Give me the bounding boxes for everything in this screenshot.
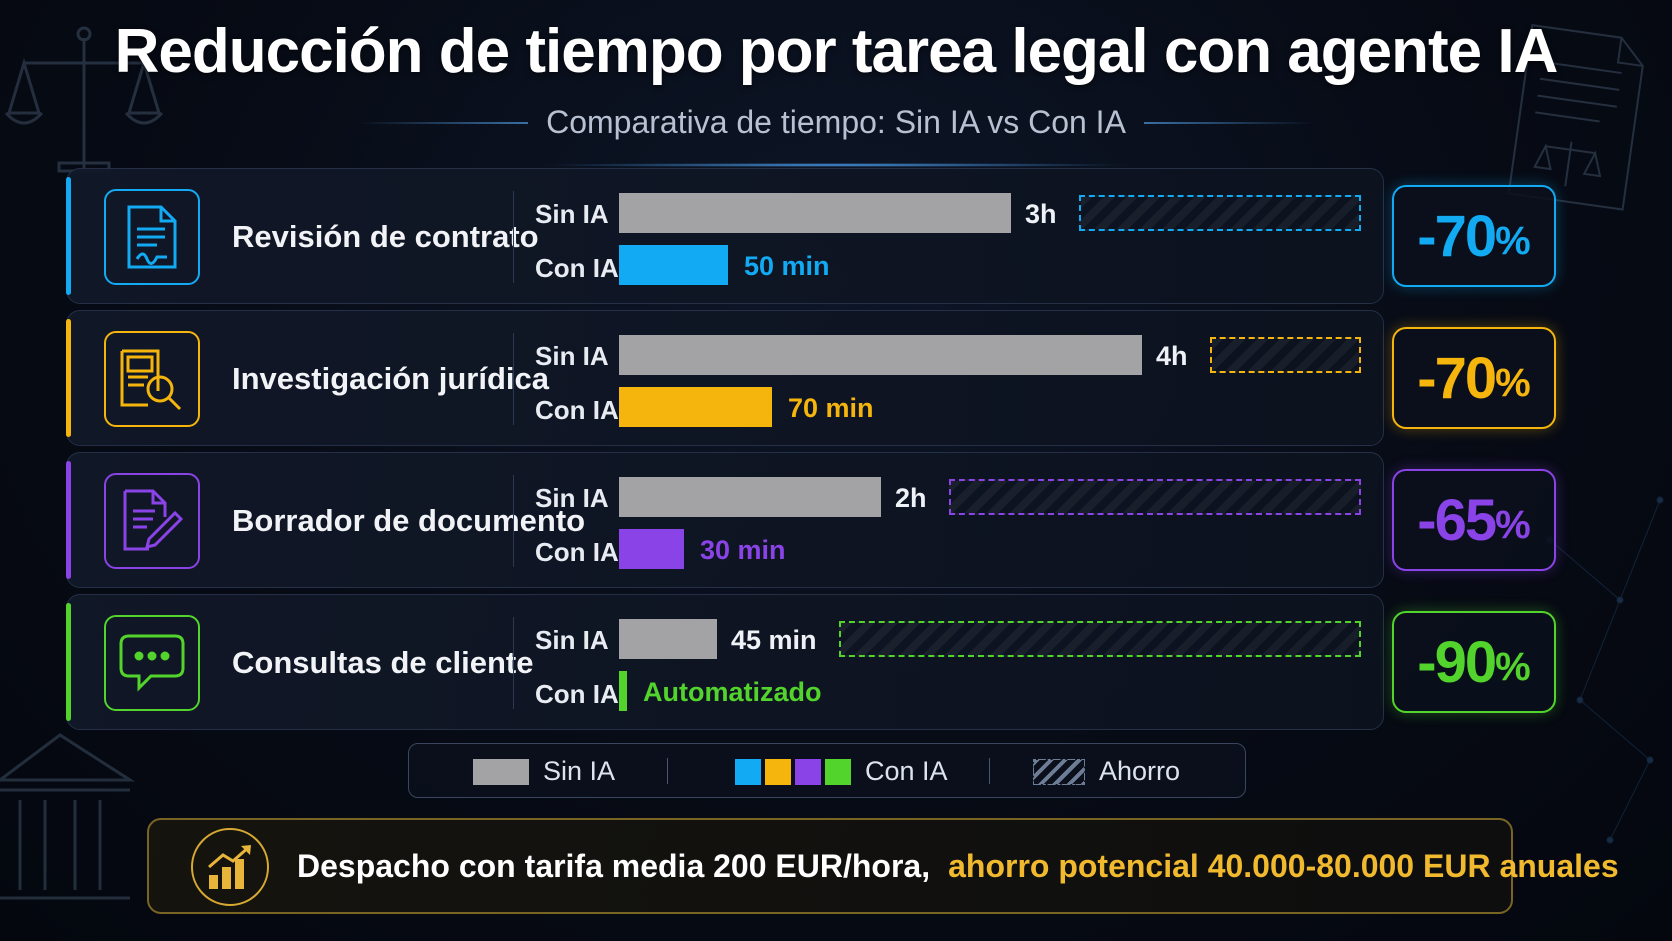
savings-region xyxy=(1209,337,1361,373)
task-label: Consultas de cliente xyxy=(232,645,534,680)
subtitle-rule-right xyxy=(1143,121,1314,124)
row-separator xyxy=(513,191,514,283)
percent-symbol: % xyxy=(1495,218,1531,263)
page-title: Reducción de tiempo por tarea legal con … xyxy=(114,17,1559,86)
percent-symbol: % xyxy=(1495,502,1531,547)
sin-ia-label: Sin IA xyxy=(535,341,609,371)
task-label: Investigación jurídica xyxy=(232,361,549,396)
document-scales-icon xyxy=(1507,24,1644,211)
row-accent xyxy=(66,603,71,721)
task-row-legal-research: Investigación jurídica Sin IA Con IA 4h … xyxy=(66,310,1384,446)
document-pen-icon xyxy=(123,489,184,551)
bar-sin-ia xyxy=(619,477,881,517)
task-label: Borrador de documento xyxy=(232,503,586,538)
reduction-value: -90 xyxy=(1417,629,1497,695)
reduction-badge: -70% xyxy=(1392,185,1556,287)
footer-text: Despacho con tarifa media 200 EUR/hora, … xyxy=(297,820,1619,912)
value-sin-ia: 45 min xyxy=(731,625,817,655)
legend-item-ahorro: Ahorro xyxy=(1033,744,1180,799)
chat-bubble-icon xyxy=(119,634,185,692)
document-signature-icon xyxy=(127,205,177,269)
bar-con-ia xyxy=(619,245,728,285)
con-ia-label: Con IA xyxy=(535,679,619,709)
bar-sin-ia xyxy=(619,335,1142,375)
reduction-badge: -90% xyxy=(1392,611,1556,713)
bar-sin-ia xyxy=(619,619,717,659)
task-icon-box xyxy=(104,615,200,711)
row-separator xyxy=(513,617,514,709)
legend-separator xyxy=(989,758,990,784)
row-separator xyxy=(513,333,514,425)
task-icon-box xyxy=(104,189,200,285)
legend-swatch-purple xyxy=(795,758,821,785)
reduction-value: -65 xyxy=(1417,487,1497,553)
legend-label-sin-ia: Sin IA xyxy=(543,756,616,786)
legend-item-sin-ia: Sin IA xyxy=(473,744,615,799)
header-glow xyxy=(536,163,1136,167)
legend-swatch-yellow xyxy=(765,758,791,785)
bar-sin-ia xyxy=(619,193,1011,233)
con-ia-label: Con IA xyxy=(535,253,619,283)
task-row-document-draft: Borrador de documento Sin IA Con IA 2h 3… xyxy=(66,452,1384,588)
legend-swatch-ahorro xyxy=(1033,758,1085,785)
footer-savings-highlight: ahorro potencial 40.000-80.000 EUR anual… xyxy=(948,847,1619,884)
value-con-ia: Automatizado xyxy=(643,677,822,707)
subtitle-row: Comparativa de tiempo: Sin IA vs Con IA xyxy=(0,104,1672,141)
value-sin-ia: 2h xyxy=(895,483,927,513)
document-search-icon xyxy=(120,349,182,411)
task-row-contract-review: Revisión de contrato Sin IA Con IA 3h 50… xyxy=(66,168,1384,304)
savings-footer: Despacho con tarifa media 200 EUR/hora, … xyxy=(147,818,1619,914)
reduction-badge: -65% xyxy=(1392,469,1556,571)
percent-symbol: % xyxy=(1495,360,1531,405)
task-icon-box xyxy=(104,473,200,569)
row-accent xyxy=(66,461,71,579)
legend-label-con-ia: Con IA xyxy=(865,756,948,786)
growth-chart-icon xyxy=(191,828,269,906)
con-ia-label: Con IA xyxy=(535,537,619,567)
reduction-badge: -70% xyxy=(1392,327,1556,429)
value-con-ia: 30 min xyxy=(700,535,786,565)
bar-con-ia xyxy=(619,671,627,711)
courthouse-icon xyxy=(0,733,136,900)
value-sin-ia: 3h xyxy=(1025,199,1057,229)
row-separator xyxy=(513,475,514,567)
percent-symbol: % xyxy=(1495,644,1531,689)
con-ia-label: Con IA xyxy=(535,395,619,425)
value-con-ia: 50 min xyxy=(744,251,830,281)
value-con-ia: 70 min xyxy=(788,393,874,423)
legend-item-con-ia: Con IA xyxy=(735,744,948,799)
growth-chart-glyph xyxy=(208,845,251,889)
reduction-value: -70 xyxy=(1417,203,1497,269)
bar-con-ia xyxy=(619,387,772,427)
task-icon-box xyxy=(104,331,200,427)
sin-ia-label: Sin IA xyxy=(535,625,609,655)
legend-separator xyxy=(667,758,668,784)
legend-swatch-green xyxy=(825,758,851,785)
savings-region xyxy=(948,479,1361,515)
value-sin-ia: 4h xyxy=(1156,341,1188,371)
legend-swatch-blue xyxy=(735,758,761,785)
sin-ia-label: Sin IA xyxy=(535,199,609,229)
reduction-value: -70 xyxy=(1417,345,1497,411)
bar-con-ia xyxy=(619,529,684,569)
row-accent xyxy=(66,177,71,295)
task-row-client-queries: Consultas de cliente Sin IA Con IA 45 mi… xyxy=(66,594,1384,730)
savings-region xyxy=(1078,195,1361,231)
chart-legend: Sin IA Con IA Ahorro xyxy=(408,743,1246,798)
sin-ia-label: Sin IA xyxy=(535,483,609,513)
legend-label-ahorro: Ahorro xyxy=(1099,756,1181,786)
row-accent xyxy=(66,319,71,437)
footer-rate-text: Despacho con tarifa media 200 EUR/hora, xyxy=(297,847,931,884)
legend-swatch-sin-ia xyxy=(473,758,529,785)
subtitle-rule-left xyxy=(358,121,529,124)
subtitle: Comparativa de tiempo: Sin IA vs Con IA xyxy=(546,104,1126,140)
savings-region xyxy=(838,621,1361,657)
task-label: Revisión de contrato xyxy=(232,219,539,254)
